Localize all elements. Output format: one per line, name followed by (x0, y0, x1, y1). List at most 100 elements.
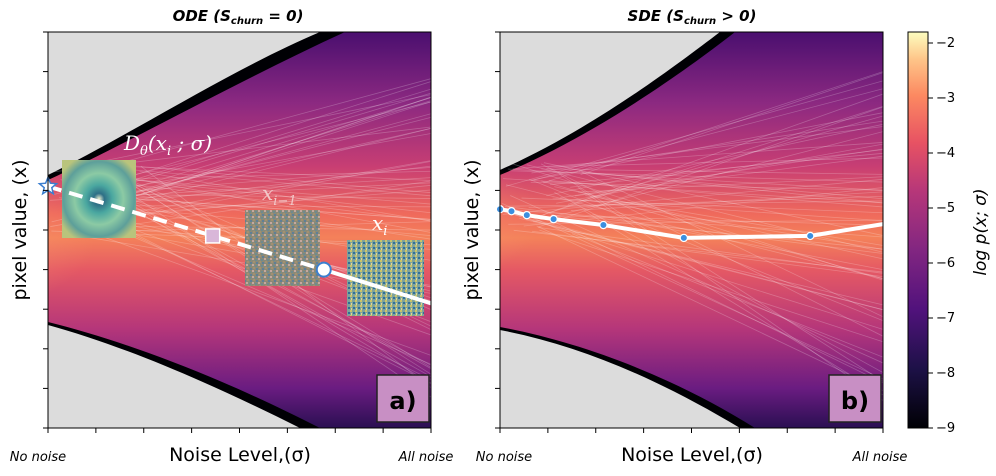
panel-a-label-box (376, 374, 430, 423)
trajectory-point (679, 233, 689, 243)
sample-path (95, 96, 431, 210)
sample-path (574, 155, 883, 197)
sample-path (508, 219, 883, 225)
sample-path (543, 162, 883, 236)
sample-path (537, 226, 883, 274)
colorbar-tick-label: −5 (936, 201, 955, 216)
sample-path (122, 166, 431, 193)
sample-path (87, 170, 431, 233)
sample-path (523, 187, 883, 227)
sample-path (532, 131, 883, 223)
sample-path (86, 100, 431, 208)
sample-path (533, 88, 883, 181)
sample-path (578, 176, 883, 193)
sample-path (509, 162, 883, 281)
sample-path (538, 106, 883, 228)
panel-a-ylabel: pixel value, (x) (9, 159, 31, 300)
colorbar-scale (907, 31, 929, 429)
sample-path (590, 200, 883, 250)
sample-path (550, 215, 883, 250)
sample-path (141, 96, 431, 195)
sample-path (571, 233, 883, 358)
colorbar-tick-label: −6 (936, 256, 955, 271)
sample-path (541, 180, 883, 280)
sample-path (531, 112, 883, 181)
sample-path (531, 120, 883, 174)
denoiser-annotation: Dθ(xi ; σ) (123, 131, 212, 159)
sample-path (570, 149, 883, 188)
panel-a-label: a) (389, 387, 416, 415)
sample-path (559, 173, 883, 382)
panel-b-ylabel: pixel value, (x) (461, 159, 483, 300)
sample-path (512, 142, 883, 170)
sample-path (65, 94, 431, 169)
sample-path (132, 195, 431, 398)
colorbar-label: log p(x; σ) (971, 188, 991, 275)
colorbar-tick-label: −7 (936, 311, 955, 326)
sample-path (502, 178, 883, 215)
sample-path (81, 92, 431, 198)
sample-path (546, 126, 883, 170)
sample-path (139, 160, 431, 216)
panel-b-title: SDE (Schurn > 0) (628, 7, 757, 27)
sample-path (521, 197, 883, 214)
sample-path (546, 123, 883, 197)
panel-b-sample-paths (501, 71, 883, 401)
sample-path (123, 113, 431, 197)
colorbar-tick-label: −2 (936, 36, 955, 51)
colorbar-ticks: −2 −3 −4 −5 −6 −7 −8 −9 (928, 36, 955, 436)
panel-b-ticks (495, 31, 884, 433)
sample-path (123, 170, 431, 180)
sample-path (105, 81, 431, 185)
sample-path (519, 217, 883, 306)
prev-state-annotation: xi−1 (262, 181, 297, 209)
sample-path (82, 163, 431, 181)
sample-path (554, 186, 883, 260)
trajectory-point (599, 220, 608, 230)
sample-path (529, 178, 883, 322)
sample-path (61, 221, 431, 356)
sample-path (112, 197, 431, 378)
sample-path (542, 216, 883, 384)
sample-path (120, 205, 431, 208)
sample-path (581, 171, 883, 318)
trajectory-point (522, 210, 532, 220)
panel-a-x-start-label: No noise (10, 450, 66, 465)
noisy-image-inset-prev (245, 210, 320, 286)
sample-path (100, 218, 431, 380)
sample-path (541, 168, 883, 175)
panel-a-trajectory-dashed (47, 184, 325, 272)
sample-path (503, 178, 883, 204)
sample-path (508, 200, 883, 207)
sample-path (137, 184, 431, 216)
panel-b-label-box (828, 374, 882, 423)
sample-path (567, 115, 883, 205)
sample-path (526, 218, 883, 311)
colorbar-tick-label: −8 (936, 366, 955, 381)
sample-path (501, 210, 883, 311)
sample-path (110, 133, 431, 191)
sample-path (510, 195, 883, 364)
sample-path (501, 202, 883, 380)
panel-a-trajectory-solid (323, 267, 432, 306)
sample-path (560, 148, 883, 199)
panel-b-label: b) (841, 387, 869, 415)
sample-path (577, 187, 883, 401)
panel-b-heatmap (500, 32, 883, 428)
sample-path (556, 143, 883, 204)
sample-path (92, 165, 431, 197)
sample-path (540, 163, 883, 337)
sample-path (585, 195, 883, 246)
sample-path (592, 213, 883, 271)
trajectory-point (507, 206, 516, 216)
sample-path (130, 231, 431, 384)
sample-path (547, 157, 883, 168)
sample-path (531, 230, 883, 278)
panel-a-ticks (43, 31, 432, 433)
sample-path (89, 180, 431, 232)
sample-path (536, 225, 883, 392)
sample-path (583, 210, 883, 396)
step-square-marker (204, 228, 221, 244)
sample-path (113, 177, 431, 205)
